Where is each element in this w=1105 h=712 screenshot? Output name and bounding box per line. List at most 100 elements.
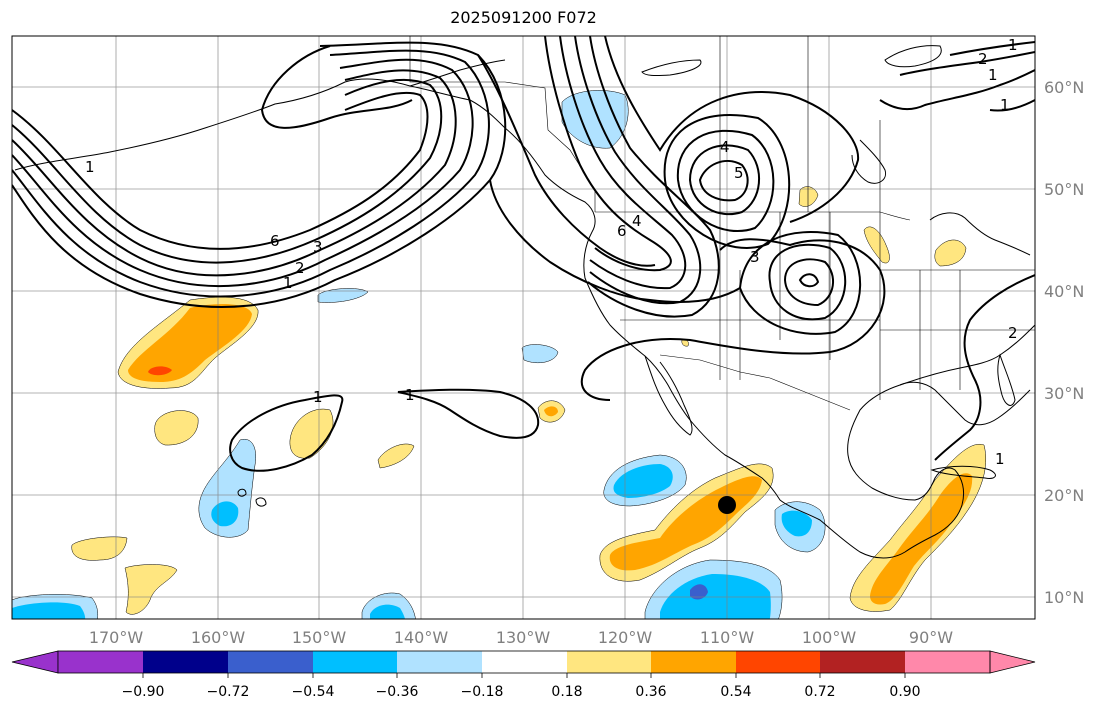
longitude-labels: 170°W 160°W 150°W 140°W 130°W 120°W 110°…: [89, 628, 953, 647]
lat-tick-label: 40°N: [1044, 282, 1084, 301]
anomaly-negative-core: [613, 464, 673, 498]
contour-line: [229, 394, 344, 472]
contour-label: 1: [313, 388, 323, 406]
contour-label: 1: [1000, 96, 1010, 114]
lat-tick-label: 60°N: [1044, 78, 1084, 97]
lat-tick-label: 10°N: [1044, 588, 1084, 607]
contour-label: 4: [632, 212, 642, 230]
lon-tick-label: 110°W: [700, 628, 755, 647]
contour-line: [397, 388, 540, 439]
contour-line: [12, 58, 474, 288]
colorbar-bin: [736, 651, 820, 673]
anomaly-positive-region: [377, 443, 415, 469]
anomaly-negative-region: [521, 344, 559, 363]
island: [641, 59, 702, 77]
contour-line: [798, 273, 820, 288]
colorbar-bin: [313, 651, 397, 673]
contour-line: [934, 274, 1035, 461]
contour-label: 3: [313, 238, 323, 256]
contour-label: 4: [720, 138, 730, 156]
colorbar-bin: [567, 651, 651, 673]
shaded-anomaly-regions: [12, 90, 987, 619]
map-gridlines: [12, 36, 1035, 619]
canada-provinces: [719, 36, 881, 212]
anomaly-positive-region: [71, 536, 128, 561]
colorbar-bin: [143, 651, 228, 673]
lon-tick-label: 140°W: [394, 628, 449, 647]
latitude-labels: 60°N 50°N 40°N 30°N 20°N 10°N: [1044, 78, 1084, 607]
contour-label: 6: [270, 232, 280, 250]
contour-line: [949, 41, 1035, 56]
contour-lines: [12, 36, 1035, 472]
lat-tick-label: 30°N: [1044, 384, 1084, 403]
political-borders: [409, 36, 1035, 411]
anomaly-negative-core: [781, 510, 812, 537]
contour-label: 1: [405, 386, 415, 404]
colorbar-bin: [820, 651, 905, 673]
contour-line: [489, 179, 741, 303]
contour-line: [688, 144, 761, 216]
anomaly-positive-region: [798, 186, 819, 207]
island: [255, 497, 267, 507]
anomaly-positive-region: [154, 410, 199, 446]
contour-line: [12, 41, 507, 308]
contour-line: [12, 69, 457, 277]
contour-label: 1: [988, 66, 998, 84]
map-content: 1 2 3 6 1 1 4 6 4 5 3 1 2 1 1 2 1 1: [12, 36, 1035, 619]
anomaly-positive-core: [128, 304, 252, 382]
contour-line: [12, 78, 443, 264]
contour-line: [260, 45, 413, 129]
lon-tick-label: 100°W: [802, 628, 857, 647]
contour-line: [879, 69, 1035, 111]
colorbar-tick-label: 0.90: [889, 684, 920, 700]
colorbar-bin: [482, 651, 567, 673]
hudson-bay: [851, 139, 887, 184]
anomaly-positive-region: [863, 226, 890, 264]
anomaly-strong-core: [148, 366, 172, 376]
contour-line: [580, 238, 886, 401]
contour-label: 1: [1008, 36, 1018, 54]
colorbar-bin: [397, 651, 482, 673]
anomaly-negative-core: [370, 604, 406, 619]
lon-tick-label: 90°W: [909, 628, 953, 647]
contour-line: [12, 91, 429, 250]
anomaly-positive-core: [544, 406, 558, 417]
map-title: 2025091200 F072: [450, 8, 597, 27]
colorbar-extension-high: [989, 650, 1036, 674]
contour-line: [676, 129, 775, 233]
contour-line: [12, 49, 490, 298]
contour-line: [698, 160, 749, 202]
contour-line: [768, 243, 847, 321]
contour-line: [604, 36, 860, 223]
cuba: [930, 465, 996, 479]
contour-line: [544, 36, 672, 272]
contour-label: 1: [995, 450, 1005, 468]
contour-line: [574, 36, 702, 305]
great-lakes: [929, 212, 1031, 256]
map-frame: [11, 35, 1036, 620]
anomaly-negative-core: [660, 574, 771, 619]
storm-center-marker: [718, 496, 736, 514]
contour-line: [783, 258, 834, 307]
contour-label: 2: [978, 50, 988, 68]
contour-labels: 1 2 3 6 1 1 4 6 4 5 3 1 2 1 1 2 1 1: [85, 36, 1018, 468]
anomaly-strong-negative-core: [690, 584, 708, 600]
colorbar: −0.90 −0.72 −0.54 −0.36 −0.18 0.18 0.36 …: [11, 650, 1036, 700]
colorbar-tick-label: 0.36: [635, 684, 666, 700]
island: [237, 488, 247, 497]
anomaly-positive-region: [124, 564, 178, 615]
colorbar-tick-label: −0.36: [376, 684, 419, 700]
colorbar-extension-low: [11, 650, 59, 674]
florida: [997, 353, 1016, 406]
contour-line: [587, 36, 720, 318]
colorbar-tick-label: 0.18: [551, 684, 582, 700]
island: [884, 45, 942, 68]
colorbar-bin: [905, 651, 990, 673]
lon-tick-label: 150°W: [292, 628, 347, 647]
anomaly-negative-region: [317, 288, 369, 303]
gulf-coast: [899, 324, 1035, 386]
anomaly-positive-region: [934, 239, 967, 267]
lat-tick-label: 50°N: [1044, 180, 1084, 199]
coastlines: [14, 45, 1035, 559]
